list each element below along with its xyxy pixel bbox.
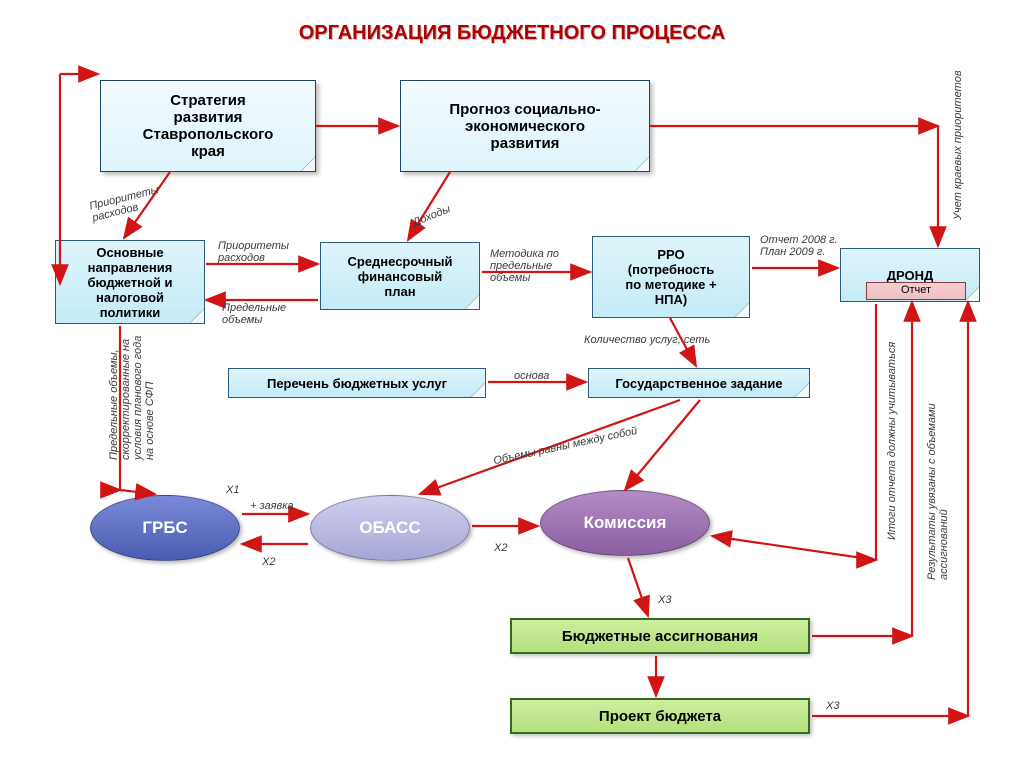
node-sfp: Среднесрочныйфинансовыйплан	[320, 242, 480, 310]
diagram-title: ОРГАНИЗАЦИЯ БЮДЖЕТНОГО ПРОЦЕССА	[0, 22, 1024, 45]
node-label: Перечень бюджетных услуг	[267, 376, 447, 391]
edge-label: Отчет 2008 г.План 2009 г.	[760, 234, 838, 258]
edge-label: X3	[826, 700, 839, 712]
edge-label: X3	[658, 594, 671, 606]
node-komissia: Комиссия	[540, 490, 710, 556]
node-label: Прогноз социально-экономическогоразвития	[449, 101, 600, 152]
edge-label: X2	[494, 542, 507, 554]
node-osn-napr: Основныенаправлениябюджетной иналоговойп…	[55, 240, 205, 324]
edge-label: Количество услуг, сеть	[584, 334, 710, 346]
node-rro: РРО(потребностьпо методике +НПА)	[592, 236, 750, 318]
node-label: Комиссия	[584, 513, 667, 533]
node-label: ОБАСС	[359, 518, 420, 538]
edge-label: Приоритетырасходов	[88, 184, 163, 224]
node-project: Проект бюджета	[510, 698, 810, 734]
node-obass: ОБАСС	[310, 495, 470, 561]
edge-label: Учет краевых приоритетов	[952, 70, 964, 220]
node-grbs: ГРБС	[90, 495, 240, 561]
node-label: Проект бюджета	[599, 708, 721, 725]
node-label: РРО(потребностьпо методике +НПА)	[625, 247, 716, 307]
edge-label: X1	[226, 484, 239, 496]
edge-label: Результаты увязаны с объемамиассигновани…	[926, 403, 950, 580]
node-perechen: Перечень бюджетных услуг	[228, 368, 486, 398]
edge-label: основа	[514, 370, 549, 382]
edge-label: + заявка	[250, 500, 294, 512]
node-prognoz: Прогноз социально-экономическогоразвития	[400, 80, 650, 172]
node-label: ГРБС	[142, 518, 187, 538]
node-label: СтратегияразвитияСтавропольскогокрая	[143, 92, 274, 160]
node-label: Основныенаправлениябюджетной иналоговойп…	[87, 245, 172, 320]
node-label: Среднесрочныйфинансовыйплан	[347, 254, 452, 299]
node-assign: Бюджетные ассигнования	[510, 618, 810, 654]
edge-label: Приоритетырасходов	[218, 240, 289, 264]
edge-label: X2	[262, 556, 275, 568]
node-strategy: СтратегияразвитияСтавропольскогокрая	[100, 80, 316, 172]
node-label: Бюджетные ассигнования	[562, 628, 758, 645]
edge-label: Объемы равны между собой	[492, 425, 638, 467]
node-gos-zad: Государственное задание	[588, 368, 810, 398]
node-label: ДРОНД	[887, 268, 934, 283]
node-label: Отчет	[901, 284, 931, 296]
edge-label: Итоги отчета должны учитываться	[886, 342, 898, 540]
edge-label: Доходы	[411, 203, 452, 229]
edge-label: Предельные объемы,скорректированные наус…	[108, 336, 156, 460]
node-label: Государственное задание	[615, 376, 782, 391]
node-drond-sub: Отчет	[866, 282, 966, 300]
edge-label: Методика попредельныеобъемы	[490, 248, 559, 284]
edge-label: Предельныеобъемы	[222, 302, 286, 326]
